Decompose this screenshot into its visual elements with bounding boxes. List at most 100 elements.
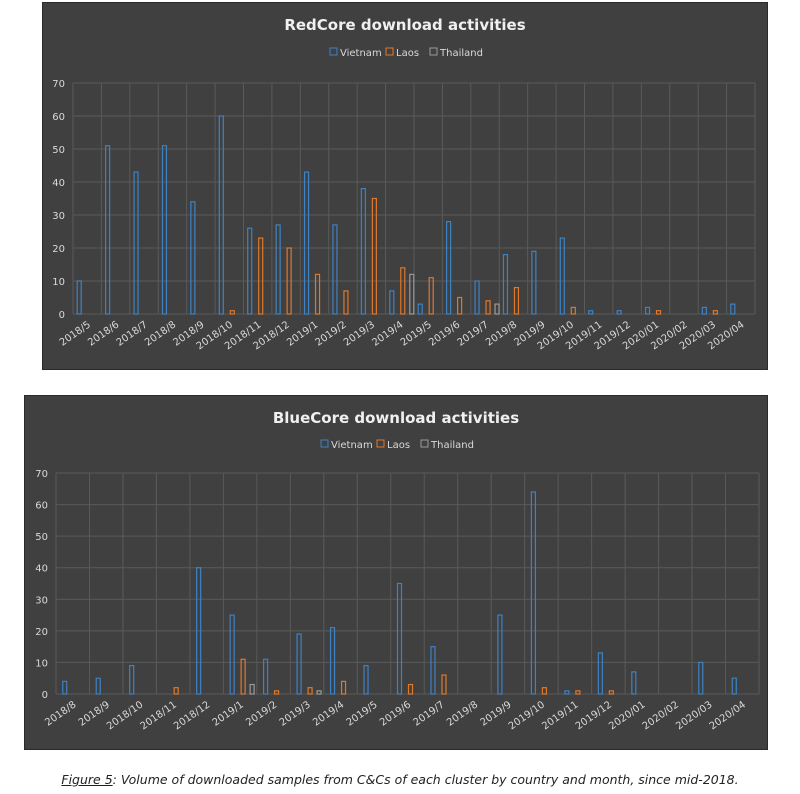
bluecore-y-tick-label: 10	[35, 658, 48, 669]
bluecore-legend-label-thailand: Thailand	[430, 440, 474, 451]
redcore-bar-laos	[655, 310, 662, 315]
redcore-bar-laos	[343, 290, 349, 315]
redcore-x-tick-label: 2019/4	[370, 319, 405, 348]
redcore-bar-vietnam	[446, 221, 452, 315]
redcore-y-tick-label: 70	[52, 79, 65, 90]
redcore-x-tick-label: 2019/3	[342, 319, 377, 348]
redcore-bar-vietnam	[247, 227, 253, 315]
bluecore-bar-vietnam	[262, 658, 269, 695]
bluecore-x-tick-label: 2019/2	[244, 699, 279, 728]
bluecore-bar-vietnam	[631, 671, 637, 695]
redcore-bar-vietnam	[588, 310, 594, 315]
redcore-bar-laos	[371, 197, 377, 315]
redcore-legend-swatch-vietnam	[329, 47, 338, 56]
bluecore-y-tick-label: 60	[35, 501, 48, 512]
redcore-x-tick-label: 2019/5	[399, 319, 434, 348]
bluecore-bar-vietnam	[196, 567, 202, 695]
bluecore-y-tick-label: 50	[35, 532, 48, 543]
bluecore-bar-vietnam	[62, 680, 68, 695]
bluecore-bar-vietnam	[296, 633, 302, 695]
bluecore-bar-vietnam	[430, 646, 436, 695]
bluecore-bar-vietnam	[530, 491, 537, 695]
bluecore-bar-laos	[273, 690, 280, 695]
redcore-chart: RedCore download activities Vietnam Laos Th…	[42, 2, 768, 370]
redcore-y-tick-label: 60	[52, 112, 65, 123]
bluecore-bar-laos	[541, 687, 548, 695]
redcore-bar-vietnam	[161, 145, 168, 315]
redcore-bar-laos	[286, 247, 292, 315]
bluecore-x-tick-label: 2020/02	[641, 699, 681, 732]
redcore-bar-vietnam	[275, 224, 281, 315]
redcore-bar-vietnam	[389, 290, 395, 315]
bluecore-title: BlueCore download activities	[273, 409, 519, 427]
bluecore-y-tick-label: 20	[35, 627, 48, 638]
redcore-bar-vietnam	[417, 303, 423, 315]
bluecore-x-tick-label: 2018/8	[43, 699, 78, 728]
redcore-bar-laos	[485, 300, 491, 315]
bluecore-bar-vietnam	[363, 664, 369, 695]
bluecore-bar-laos	[240, 658, 246, 695]
redcore-bar-vietnam	[616, 310, 622, 315]
bluecore-bar-laos	[407, 683, 414, 695]
bluecore-x-tick-label: 2020/03	[674, 699, 714, 732]
redcore-x-tick-label: 2019/8	[484, 319, 519, 348]
bluecore-x-tick-label: 2019/7	[412, 699, 447, 728]
redcore-bar-vietnam	[218, 115, 224, 315]
bluecore-legend-label-vietnam: Vietnam	[331, 440, 373, 451]
redcore-x-tick-label: 2018/5	[58, 319, 93, 348]
figure-caption: Figure 5: Volume of downloaded samples f…	[0, 772, 800, 787]
redcore-bar-laos	[513, 287, 520, 315]
redcore-bar-vietnam	[303, 171, 310, 315]
bluecore-bar-laos	[307, 687, 313, 695]
redcore-title: RedCore download activities	[284, 16, 525, 34]
caption-text: : Volume of downloaded samples from C&Cs…	[112, 772, 739, 787]
bluecore-bar-vietnam	[329, 627, 336, 695]
redcore-bar-thailand	[494, 303, 500, 315]
redcore-bar-vietnam	[360, 188, 366, 315]
redcore-bar-vietnam	[105, 145, 111, 315]
redcore-bar-laos	[229, 310, 235, 315]
bluecore-x-tick-label: 2019/8	[445, 699, 480, 728]
redcore-y-tick-label: 50	[52, 145, 65, 156]
redcore-x-tick-label: 2018/8	[143, 319, 178, 348]
redcore-y-tick-label: 10	[52, 277, 65, 288]
bluecore-legend-swatch-thailand	[420, 439, 429, 448]
redcore-bar-laos	[570, 306, 576, 315]
redcore-bar-laos	[712, 310, 718, 315]
bluecore-x-tick-label: 2019/12	[574, 699, 614, 732]
redcore-bar-laos	[258, 237, 264, 315]
redcore-x-tick-label: 2019/6	[427, 319, 462, 348]
bluecore-legend-label-laos: Laos	[387, 440, 410, 451]
redcore-legend-label-vietnam: Vietnam	[340, 48, 382, 59]
redcore-chart-svg: RedCore download activities Vietnam Laos Th…	[52, 16, 756, 352]
redcore-x-tick-label: 2019/1	[285, 319, 320, 348]
bluecore-bar-vietnam	[597, 652, 603, 695]
bluecore-bar-vietnam	[698, 661, 704, 695]
bluecore-x-tick-label: 2018/12	[172, 699, 212, 732]
redcore-bar-vietnam	[531, 250, 537, 315]
bluecore-x-tick-label: 2019/10	[507, 699, 547, 732]
bluecore-bar-vietnam	[129, 664, 135, 695]
bluecore-bar-vietnam	[396, 582, 403, 695]
bluecore-bar-laos	[575, 690, 581, 695]
bluecore-x-tick-label: 2020/04	[708, 699, 748, 732]
bluecore-y-tick-label: 30	[35, 595, 48, 606]
redcore-bar-vietnam	[644, 306, 651, 315]
bluecore-bar-vietnam	[95, 677, 101, 695]
bluecore-bar-vietnam	[497, 614, 503, 695]
bluecore-bar-vietnam	[229, 614, 235, 695]
redcore-bar-vietnam	[474, 280, 480, 315]
bluecore-x-tick-label: 2019/6	[378, 699, 413, 728]
bluecore-bar-laos	[608, 690, 614, 695]
bluecore-y-tick-label: 40	[35, 564, 48, 575]
bluecore-x-tick-label: 2019/1	[211, 699, 246, 728]
redcore-bar-laos	[314, 273, 321, 315]
bluecore-x-tick-label: 2018/10	[105, 699, 145, 732]
bluecore-bar-laos	[340, 680, 347, 695]
redcore-y-tick-label: 0	[59, 310, 65, 321]
bluecore-x-tick-label: 2019/11	[540, 699, 580, 732]
bluecore-bar-laos	[173, 687, 179, 695]
redcore-legend-label-thailand: Thailand	[439, 48, 483, 59]
redcore-bar-vietnam	[190, 201, 196, 315]
redcore-bar-vietnam	[133, 171, 139, 315]
